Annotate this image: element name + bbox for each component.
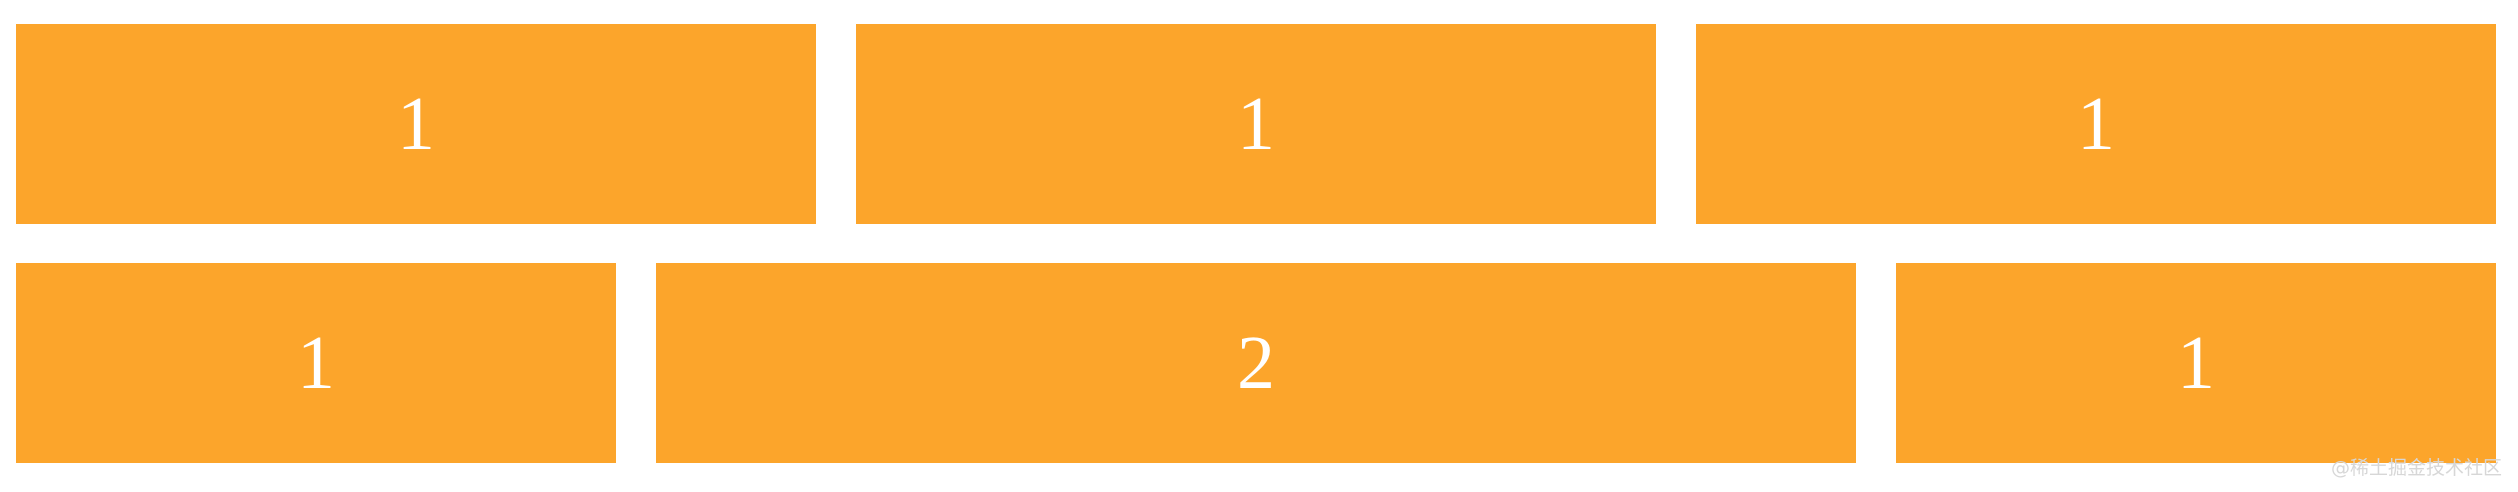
flex-row-2: 1 2 1 [16,263,2496,463]
flex-item: 1 [856,24,1656,224]
flex-item: 2 [656,263,1856,463]
flex-item: 1 [1696,24,2496,224]
flex-item: 1 [16,263,616,463]
flex-row-1: 1 1 1 [16,24,2496,224]
watermark: @稀土掘金技术社区 [2330,457,2502,479]
flex-item: 1 [1896,263,2496,463]
flex-item: 1 [16,24,816,224]
